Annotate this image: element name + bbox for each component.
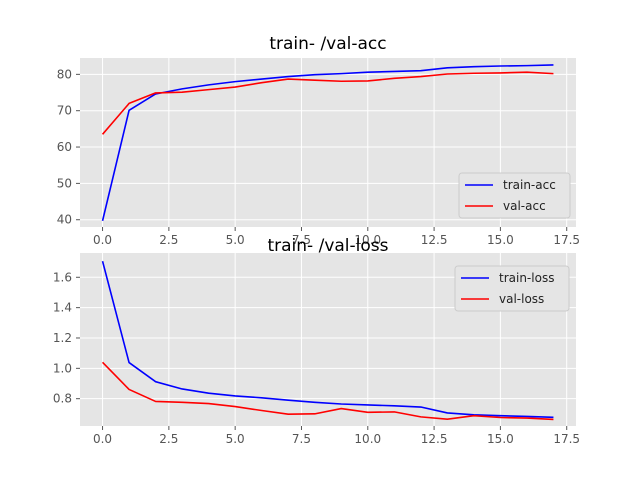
train-acc-legend-label: train-acc: [503, 178, 556, 192]
loss-x-tick-label: 7.5: [292, 432, 311, 446]
accuracy-x-tick-label: 7.5: [292, 233, 311, 247]
accuracy-x-tick-label: 5.0: [226, 233, 245, 247]
loss-legend: train-loss val-loss: [454, 265, 570, 312]
loss-chart-title: train- /val-loss: [267, 236, 388, 256]
loss-x-tick-label: 0.0: [93, 432, 112, 446]
accuracy-chart-title: train- /val-acc: [269, 34, 386, 54]
accuracy-ticks: 0.0 2.5 5.0 7.5 10.0 12.5 15.0 17.5 40 50 60 70 80: [57, 67, 580, 247]
loss-x-tick-label: 10.0: [354, 432, 381, 446]
train-loss-line: [101, 260, 554, 419]
train-loss-legend-label: train-loss: [499, 271, 554, 285]
accuracy-y-tick-label: 40: [57, 213, 72, 227]
loss-ticks: 0.0 2.5 5.0 7.5 10.0 12.5 15.0 17.5 0.8 1.0 1.2 1.4…: [53, 270, 580, 446]
accuracy-y-tick-label: 50: [57, 176, 72, 190]
accuracy-series: [101, 64, 554, 222]
accuracy-legend: train-acc val-acc: [458, 172, 571, 219]
loss-x-tick-label: 12.5: [421, 432, 448, 446]
loss-y-tick-label: 1.6: [53, 270, 72, 284]
accuracy-y-tick-label: 60: [57, 140, 72, 154]
accuracy-y-tick-label: 80: [57, 67, 72, 81]
accuracy-x-tick-label: 17.5: [553, 233, 580, 247]
train-acc-line: [101, 64, 554, 222]
loss-x-tick-label: 15.0: [487, 432, 514, 446]
accuracy-x-tick-label: 15.0: [487, 233, 514, 247]
val-loss-line: [101, 361, 554, 421]
loss-y-tick-label: 1.0: [53, 361, 72, 375]
loss-y-tick-label: 0.8: [53, 392, 72, 406]
val-acc-legend-label: val-acc: [503, 199, 546, 213]
accuracy-y-tick-label: 70: [57, 104, 72, 118]
loss-x-tick-label: 2.5: [159, 432, 178, 446]
accuracy-chart: 0.0 2.5 5.0 7.5 10.0 12.5 15.0 17.5 40 50 60 70 80 t…: [57, 34, 580, 247]
accuracy-x-tick-label: 2.5: [159, 233, 178, 247]
loss-x-tick-label: 17.5: [553, 432, 580, 446]
loss-series: [101, 260, 554, 421]
accuracy-x-tick-label: 12.5: [421, 233, 448, 247]
loss-y-tick-label: 1.4: [53, 301, 72, 315]
loss-chart: 0.0 2.5 5.0 7.5 10.0 12.5 15.0 17.5 0.8 1.0 1.2 1.4…: [53, 236, 580, 446]
val-loss-legend-label: val-loss: [499, 292, 544, 306]
accuracy-x-tick-label: 0.0: [93, 233, 112, 247]
loss-y-tick-label: 1.2: [53, 331, 72, 345]
loss-grid: [80, 253, 576, 426]
loss-x-tick-label: 5.0: [226, 432, 245, 446]
accuracy-x-tick-label: 10.0: [354, 233, 381, 247]
val-acc-line: [101, 71, 554, 135]
